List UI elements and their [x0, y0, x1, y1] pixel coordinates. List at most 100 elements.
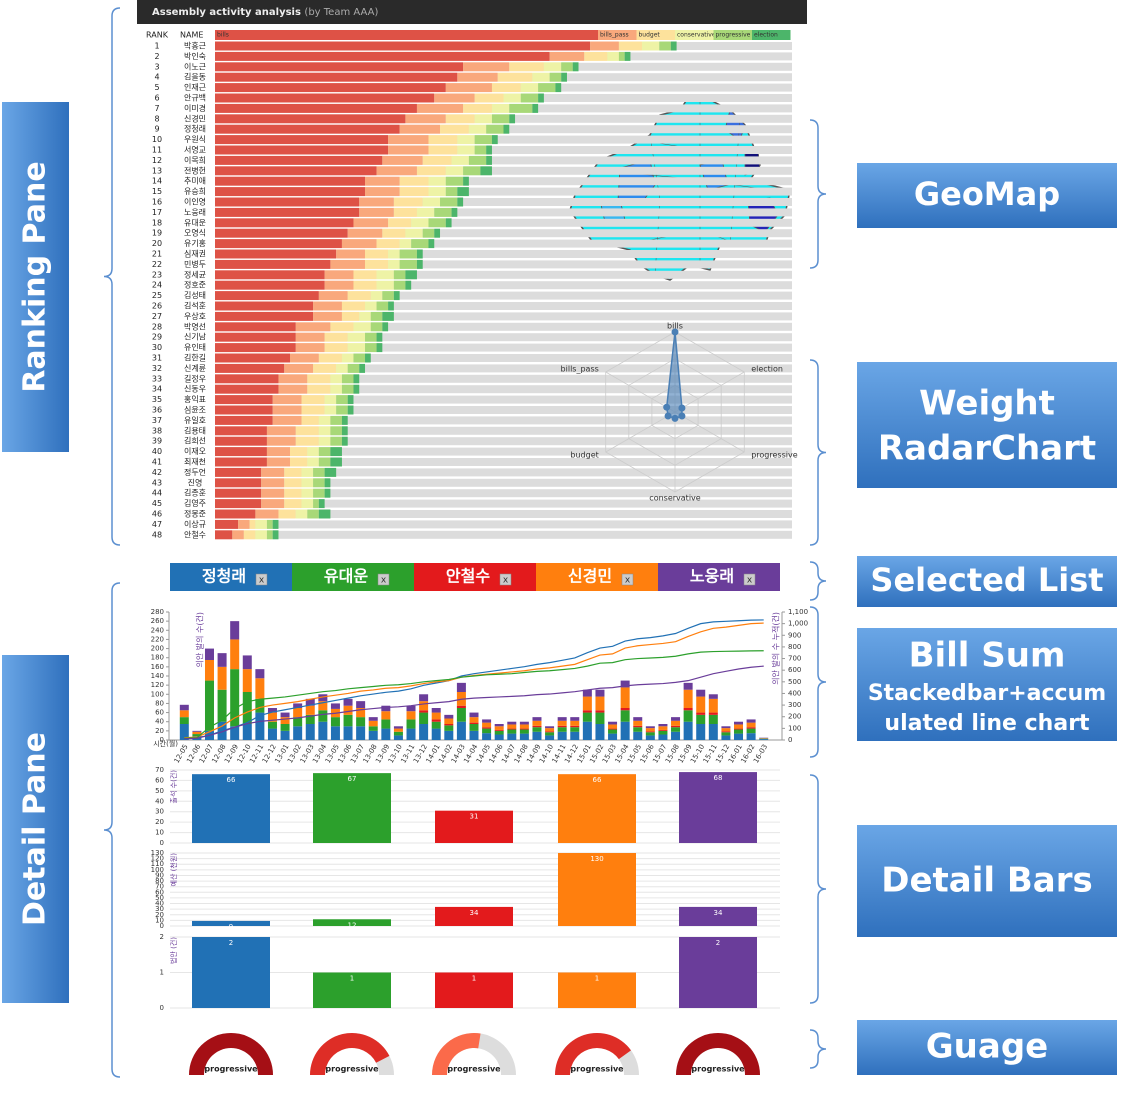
bar-segment [192, 731, 202, 735]
radar-point[interactable] [664, 412, 672, 420]
selected-item[interactable] [292, 563, 414, 591]
bar-segment [595, 712, 605, 724]
rank-segment [347, 395, 354, 405]
name[interactable]: 인재근 [184, 82, 206, 92]
selected-name: 유대운 [324, 567, 368, 586]
name[interactable]: 오영식 [184, 228, 206, 238]
header-bar [137, 0, 807, 24]
name[interactable]: 유인태 [184, 342, 206, 352]
name[interactable]: 정호준 [184, 280, 206, 290]
y-axis-label: 법안 (건) [169, 937, 178, 964]
name[interactable]: 신동우 [184, 385, 206, 394]
bar-track [215, 218, 792, 227]
name[interactable]: 홍익표 [184, 394, 206, 404]
radar-point[interactable] [663, 403, 671, 411]
name[interactable]: 김을동 [184, 72, 206, 82]
name[interactable]: 유대운 [184, 218, 206, 227]
remove-button[interactable] [621, 573, 634, 586]
name[interactable]: 김희선 [184, 436, 206, 446]
radar-point[interactable] [671, 328, 679, 336]
name[interactable]: 안규백 [184, 93, 206, 103]
bar-segment [532, 727, 542, 732]
y-tick-label: 80 [155, 699, 164, 707]
rank-segment [243, 530, 256, 540]
name[interactable]: 길정우 [184, 373, 206, 383]
selected-item[interactable] [658, 563, 780, 591]
name[interactable]: 김성태 [184, 290, 206, 300]
remove-label[interactable]: x [625, 576, 631, 586]
name[interactable]: 유기홍 [184, 238, 206, 248]
name[interactable]: 신경민 [184, 113, 206, 123]
rank-segment [255, 509, 279, 519]
rank-segment [266, 426, 296, 436]
name[interactable]: 심재권 [184, 249, 206, 259]
name[interactable]: 최재천 [184, 457, 206, 467]
rank-segment [457, 135, 475, 145]
name[interactable]: 신계륜 [184, 363, 206, 373]
rank-segment [215, 374, 279, 384]
selected-item[interactable] [536, 563, 658, 591]
name[interactable]: 김한길 [184, 353, 206, 363]
name[interactable]: 노웅래 [184, 208, 206, 217]
name[interactable]: 정두언 [184, 467, 206, 477]
remove-button[interactable] [377, 573, 390, 586]
rank-segment [618, 51, 625, 61]
name[interactable]: 안철수 [184, 529, 206, 539]
name[interactable]: 정세균 [184, 269, 206, 279]
rank: 34 [152, 385, 162, 394]
name[interactable]: 민병두 [184, 259, 206, 269]
name[interactable]: 이상규 [184, 519, 206, 529]
rank-segment [324, 280, 354, 290]
name[interactable]: 추미애 [184, 177, 206, 186]
bar-segment [608, 729, 618, 734]
radar-point[interactable] [678, 412, 686, 420]
name[interactable]: 박인숙 [184, 51, 206, 61]
name[interactable]: 박영선 [184, 321, 206, 331]
name[interactable]: 김영주 [184, 498, 206, 508]
remove-button[interactable] [499, 573, 512, 586]
rank-segment [215, 384, 279, 394]
radar-point[interactable] [671, 414, 679, 422]
name[interactable]: 정청래 [184, 124, 206, 134]
radar-point[interactable] [678, 404, 686, 412]
bar-segment [482, 727, 492, 729]
rank: 47 [152, 520, 162, 529]
name[interactable]: 우상호 [184, 311, 206, 321]
remove-label[interactable]: x [381, 576, 387, 586]
remove-label[interactable]: x [503, 576, 509, 586]
rank-segment [416, 207, 435, 217]
name[interactable]: 이재오 [184, 446, 206, 456]
name[interactable]: 진영 [188, 477, 203, 487]
name[interactable]: 김석훈 [184, 301, 206, 311]
remove-button[interactable] [255, 573, 268, 586]
name[interactable]: 이목희 [184, 155, 206, 165]
rank-segment [330, 322, 354, 332]
name[interactable]: 이미경 [184, 103, 206, 113]
name[interactable]: 신기남 [184, 333, 207, 342]
name[interactable]: 유승희 [184, 186, 206, 196]
name[interactable]: 박홍근 [184, 41, 206, 51]
remove-label[interactable]: x [747, 576, 753, 586]
name[interactable]: 서영교 [184, 145, 206, 155]
annotation-box [857, 556, 1117, 607]
name[interactable]: 전병헌 [184, 165, 206, 175]
selected-item[interactable] [170, 563, 292, 591]
name[interactable]: 이인영 [184, 197, 206, 207]
name[interactable]: 정몽준 [184, 509, 206, 519]
remove-button[interactable] [743, 573, 756, 586]
name[interactable]: 김용태 [184, 425, 206, 435]
rank-segment [295, 322, 331, 332]
name[interactable]: 김종훈 [184, 488, 206, 498]
rank-segment [341, 415, 348, 425]
name[interactable]: 이노근 [184, 61, 206, 71]
name[interactable]: 심윤조 [184, 405, 206, 415]
selected-item[interactable] [414, 563, 536, 591]
detail-bar [192, 937, 270, 1008]
name[interactable]: 유일호 [184, 416, 206, 425]
rank-segment [376, 332, 383, 342]
name[interactable]: 우원식 [184, 135, 206, 144]
bar-segment [734, 721, 744, 725]
rank-segment [405, 114, 446, 124]
bar-segment [217, 666, 227, 690]
remove-label[interactable]: x [259, 576, 265, 586]
